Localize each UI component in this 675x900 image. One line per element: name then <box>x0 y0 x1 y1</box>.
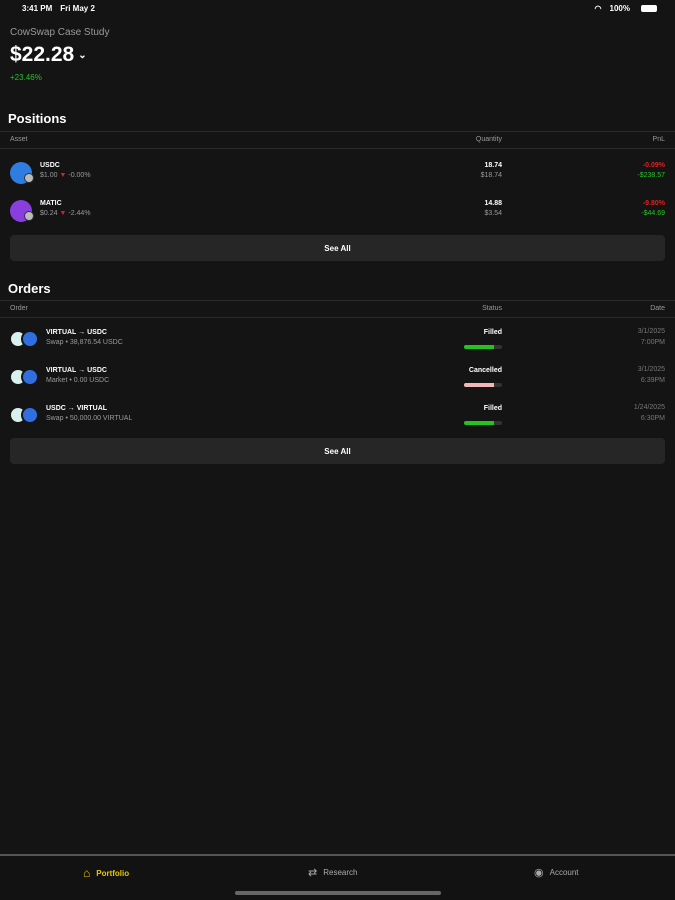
col-pnl: PnL <box>652 136 665 143</box>
position-row[interactable]: MATIC $0.24 ▼ -2.44% 14.88 $3.54 -9.80% … <box>0 196 675 230</box>
battery-icon <box>641 5 657 13</box>
value: $3.54 <box>484 210 502 217</box>
orders-title: Orders <box>8 281 51 296</box>
order-time: 6:30PM <box>640 415 665 422</box>
order-row[interactable]: USDC → VIRTUAL Swap • 50,000.00 VIRTUAL … <box>0 401 675 435</box>
order-pair: VIRTUAL → USDC <box>46 367 107 374</box>
order-date: 3/1/2025 <box>637 328 665 335</box>
col-quantity: Quantity <box>475 136 502 143</box>
pnl-percent: -0.09% <box>642 162 665 169</box>
pnl-amount: -$238.57 <box>637 172 665 179</box>
home-indicator <box>235 891 441 895</box>
asset-symbol: USDC <box>40 162 60 169</box>
asset-change: -0.00% <box>68 172 91 179</box>
asset-change: -2.44% <box>68 210 91 217</box>
pnl-percent: -9.80% <box>642 200 665 207</box>
balance-change: +23.46% <box>10 73 42 82</box>
positions-title: Positions <box>8 111 67 126</box>
order-time: 7:00PM <box>640 339 665 346</box>
tab-account[interactable]: ◉ Account <box>534 866 579 879</box>
status-bar: 3:41 PM Fri May 2 ◠ 100% <box>22 4 657 13</box>
orders-see-all-button[interactable]: See All <box>10 438 665 464</box>
positions-see-all-button[interactable]: See All <box>10 235 665 261</box>
asset-symbol: MATIC <box>40 200 62 207</box>
tab-label: Account <box>549 868 579 877</box>
position-row[interactable]: USDC $1.00 ▼ -0.00% 18.74 $18.74 -0.09% … <box>0 158 675 192</box>
order-progress-bar <box>464 345 502 349</box>
value: $18.74 <box>480 172 502 179</box>
order-date: 1/24/2025 <box>633 404 665 411</box>
asset-price-line: $0.24 ▼ -2.44% <box>40 210 91 217</box>
order-detail: Swap • 50,000.00 VIRTUAL <box>46 415 133 422</box>
order-status: Filled <box>483 405 502 412</box>
chain-badge-icon <box>24 173 34 183</box>
orders-header: Order Status Date <box>0 300 675 318</box>
balance-selector[interactable]: $22.28 ⌄ <box>10 43 87 67</box>
tab-label: Portfolio <box>96 868 130 878</box>
col-asset: Asset <box>10 136 28 143</box>
order-row[interactable]: VIRTUAL → USDC Swap • 38,876.54 USDC Fil… <box>0 325 675 359</box>
asset-price: $1.00 <box>40 172 58 179</box>
col-status: Status <box>482 305 502 312</box>
down-triangle-icon: ▼ <box>59 210 67 217</box>
order-status: Filled <box>483 329 502 336</box>
wifi-icon: ◠ <box>594 4 602 13</box>
col-order: Order <box>10 305 28 312</box>
order-row[interactable]: VIRTUAL → USDC Market • 0.00 USDC Cancel… <box>0 363 675 397</box>
balance: $22.28 <box>10 43 75 66</box>
account-name: CowSwap Case Study <box>10 27 110 38</box>
pnl-amount: -$44.69 <box>641 210 665 217</box>
order-detail: Swap • 38,876.54 USDC <box>46 339 123 346</box>
order-progress-bar <box>464 421 502 425</box>
chevron-down-icon: ⌄ <box>78 49 87 61</box>
order-status: Cancelled <box>468 367 502 374</box>
asset-price: $0.24 <box>40 210 58 217</box>
order-date: 3/1/2025 <box>637 366 665 373</box>
token-pair-icon <box>9 368 41 386</box>
status-date: Fri May 2 <box>60 4 95 13</box>
tab-label: Research <box>323 868 358 877</box>
asset-price-line: $1.00 ▼ -0.00% <box>40 172 91 179</box>
order-pair: USDC → VIRTUAL <box>46 405 108 412</box>
positions-header: Asset Quantity PnL <box>0 131 675 149</box>
token-pair-icon <box>9 330 41 348</box>
order-time: 6:39PM <box>640 377 665 384</box>
down-triangle-icon: ▼ <box>59 172 67 179</box>
arrows-icon: ⇄ <box>308 867 318 879</box>
battery-level: 100% <box>609 4 630 13</box>
quantity: 14.88 <box>484 200 502 207</box>
person-circle-icon: ◉ <box>534 867 544 879</box>
status-time: 3:41 PM <box>22 4 53 13</box>
order-progress-bar <box>464 383 502 387</box>
quantity: 18.74 <box>484 162 502 169</box>
tab-bar: ⌂ Portfolio ⇄ Research ◉ Account <box>0 854 675 900</box>
tab-research[interactable]: ⇄ Research <box>308 866 357 879</box>
chain-badge-icon <box>24 211 34 221</box>
order-detail: Market • 0.00 USDC <box>46 377 110 384</box>
order-pair: VIRTUAL → USDC <box>46 329 107 336</box>
col-date: Date <box>650 305 665 312</box>
tab-portfolio[interactable]: ⌂ Portfolio <box>83 866 129 880</box>
token-pair-icon <box>9 406 41 424</box>
home-icon: ⌂ <box>83 866 91 880</box>
